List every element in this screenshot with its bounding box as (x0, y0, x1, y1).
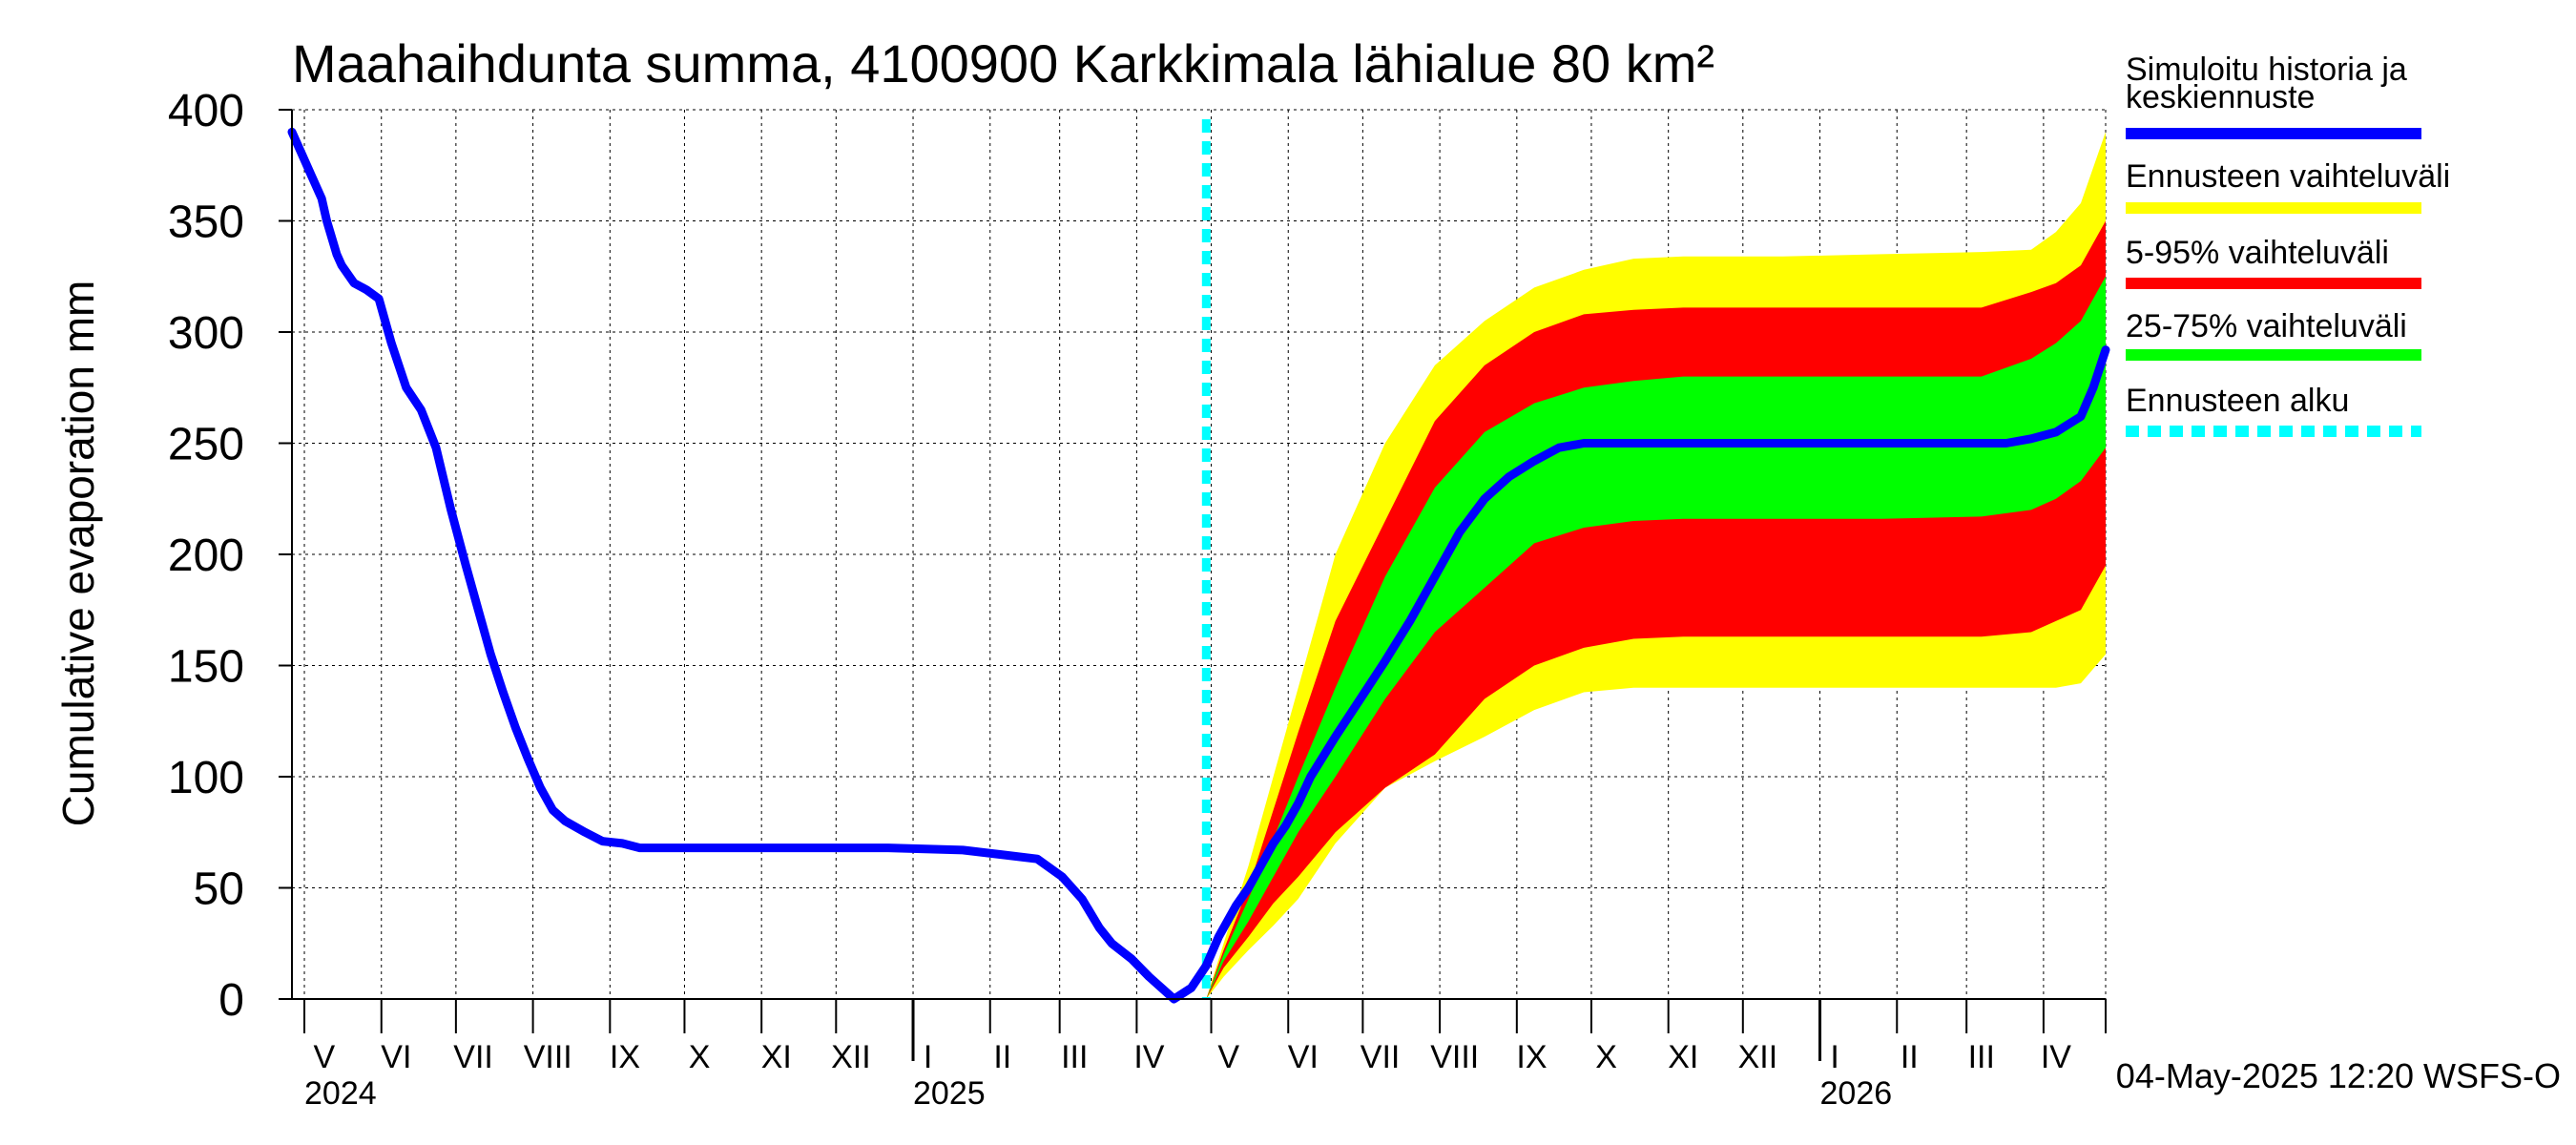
chart-title: Maahaihdunta summa, 4100900 Karkkimala l… (292, 33, 1714, 94)
y-tick-label: 200 (168, 531, 244, 581)
x-tick-label: XII (1738, 1039, 1778, 1075)
legend-entry: Ennusteen vaihteluväli (2126, 158, 2450, 214)
forecast-bands (1206, 132, 2106, 1000)
simulated-series (287, 127, 2110, 1004)
y-tick-label: 150 (168, 642, 244, 693)
y-tick-label: 100 (168, 753, 244, 803)
year-label: 2026 (1820, 1075, 1893, 1112)
legend-label: keskiennuste (2126, 79, 2315, 115)
x-tick-label: IX (1516, 1039, 1547, 1075)
x-tick-label: VIII (524, 1039, 572, 1075)
legend-entry: 25-75% vaihteluväli (2126, 308, 2421, 361)
x-tick-label: II (1901, 1039, 1919, 1075)
band-25-75-vaihteluv-li (1206, 276, 2106, 999)
year-label: 2024 (304, 1075, 377, 1112)
legend-label: Ennusteen vaihteluväli (2126, 158, 2450, 195)
x-tick-label: III (1968, 1039, 1995, 1075)
x-tick-label: IX (610, 1039, 640, 1075)
x-tick-label: XI (761, 1039, 792, 1075)
x-tick-label: III (1061, 1039, 1088, 1075)
y-tick-label: 250 (168, 420, 244, 470)
legend-entry: 5-95% vaihteluväli (2126, 235, 2421, 289)
timestamp-footer: 04-May-2025 12:20 WSFS-O (2116, 1056, 2561, 1095)
legend-label: 25-75% vaihteluväli (2126, 308, 2407, 344)
y-tick-label: 300 (168, 308, 244, 359)
x-tick-label: X (689, 1039, 711, 1075)
x-tick-label: IV (2041, 1039, 2071, 1075)
x-tick-label: VII (1361, 1039, 1401, 1075)
x-tick-label: V (314, 1039, 336, 1075)
x-tick-label: VI (1288, 1039, 1319, 1075)
y-tick-label: 0 (218, 975, 244, 1026)
x-tick-label: VII (453, 1039, 493, 1075)
x-tick-label: VI (381, 1039, 411, 1075)
legend-label: Simuloitu historia ja (2126, 52, 2407, 88)
x-tick-label: II (993, 1039, 1011, 1075)
legend-entry: Ennusteen alku (2126, 383, 2421, 437)
x-axis: V VI VII VIII IX X XI XII I II III IV V VI VII VIII IX X X… (303, 999, 2107, 1112)
y-tick-label: 400 (168, 86, 244, 136)
x-tick-label: VIII (1430, 1039, 1479, 1075)
y-axis-label: Cumulative evaporation mm (53, 281, 103, 827)
legend-label: Ennusteen alku (2126, 383, 2349, 419)
x-tick-label: XI (1668, 1039, 1698, 1075)
year-label: 2025 (913, 1075, 986, 1112)
x-tick-label: IV (1133, 1039, 1164, 1075)
series-simulated-line (287, 127, 2110, 1004)
x-tick-label: X (1595, 1039, 1617, 1075)
y-tick-label: 50 (194, 864, 244, 915)
x-tick-label: I (924, 1039, 932, 1075)
legend-label: 5-95% vaihteluväli (2126, 235, 2389, 271)
x-tick-label: V (1217, 1039, 1239, 1075)
x-tick-label: XII (831, 1039, 871, 1075)
y-tick-label: 350 (168, 198, 244, 248)
x-tick-label: I (1830, 1039, 1839, 1075)
y-axis: 0 50 100 150 200 250 300 350 400 (168, 86, 292, 1026)
